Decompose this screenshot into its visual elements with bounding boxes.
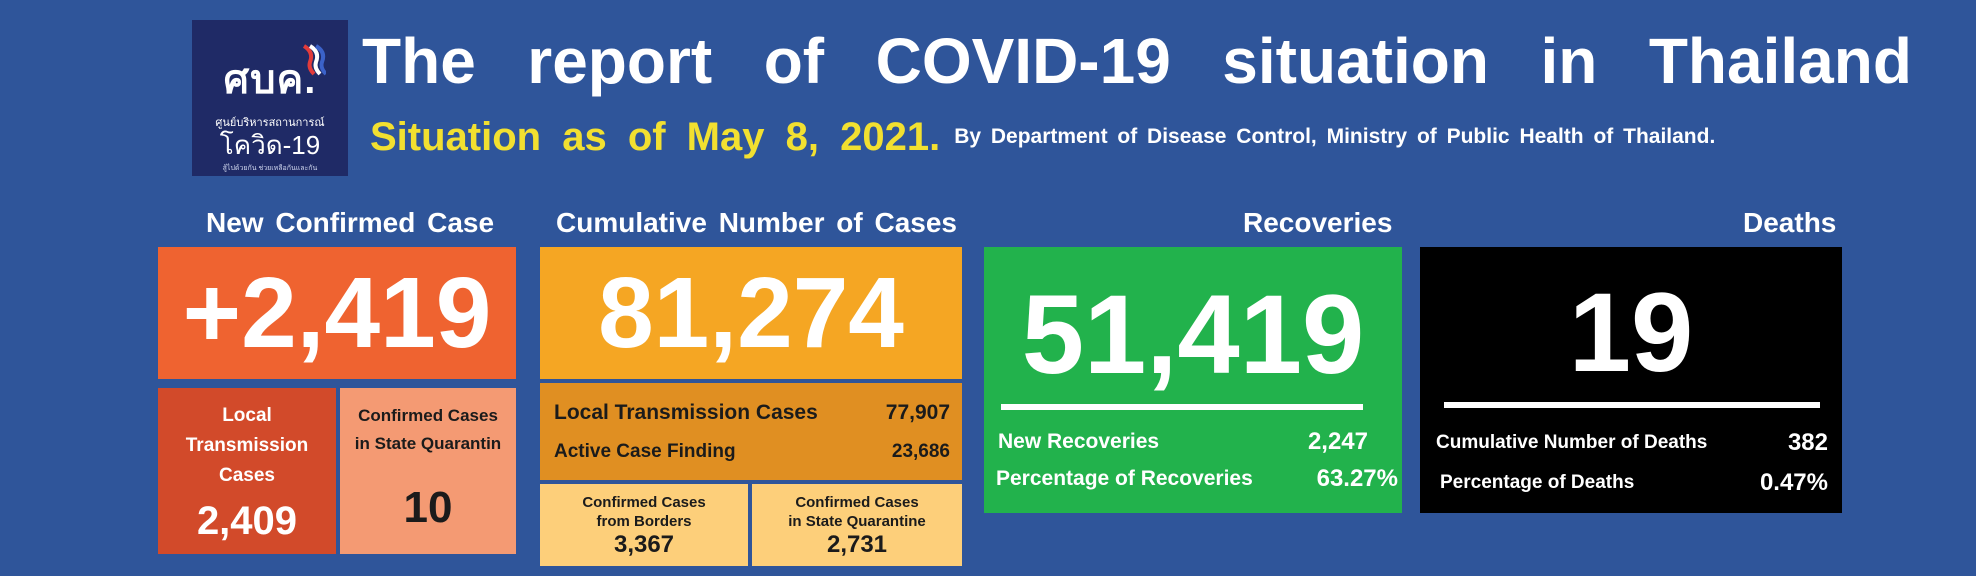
- new-confirmed-box: +2,419: [158, 247, 516, 379]
- cumulative-detail-box: Local Transmission Cases 77,907 Active C…: [540, 383, 962, 480]
- local-transmission-row: Local Transmission Cases 77,907: [554, 397, 950, 429]
- ccsa-logo: ศบค. ศูนย์บริหารสถานการณ์ โควิด-19 สู้ไป…: [192, 20, 348, 176]
- title-word: in: [1540, 25, 1598, 97]
- percentage-recoveries-row: Percentage of Recoveries 63.27%: [996, 463, 1398, 495]
- borders-box: Confirmed Cases from Borders 3,367: [540, 484, 748, 566]
- label-line: Cases: [219, 465, 275, 486]
- local-transmission-value: 2,409: [196, 499, 298, 543]
- label-line: in State Quarantin: [354, 434, 502, 453]
- label-line: Confirmed Cases: [358, 406, 498, 425]
- cumulative-value: 81,274: [598, 257, 904, 369]
- row-label: Percentage of Deaths: [1440, 472, 1635, 493]
- state-quarantine-value: 10: [403, 483, 453, 532]
- cumulative-box: 81,274: [540, 247, 962, 379]
- page-title: The report of COVID-19 situation in Thai…: [362, 22, 1912, 100]
- deaths-value: 19: [1568, 270, 1694, 395]
- row-value: 0.47%: [1759, 469, 1828, 496]
- state-quarantine-cumulative-box: Confirmed Cases in State Quarantine 2,73…: [752, 484, 962, 566]
- row-value: 77,907: [885, 401, 950, 424]
- logo-line2: โควิด-19: [219, 129, 321, 160]
- state-quarantine-label: Confirmed Cases in State Quarantin: [355, 402, 501, 458]
- active-case-finding-row: Active Case Finding 23,686: [554, 435, 950, 469]
- borders-value: 3,367: [613, 531, 675, 558]
- logo-line1: ศูนย์บริหารสถานการณ์: [215, 116, 325, 129]
- recoveries-value: 51,419: [1021, 272, 1365, 397]
- cumulative-deaths-row: Cumulative Number of Deaths 382: [1436, 427, 1828, 459]
- source-credit: By Department of Disease Control, Minist…: [954, 125, 1716, 148]
- deaths-divider: [1444, 402, 1820, 408]
- row-label: Active Case Finding: [554, 441, 736, 462]
- label-line: in State Quarantine: [788, 513, 926, 530]
- logo-line3: สู้ไปด้วยกัน ช่วยเหลือกันและกัน: [222, 164, 318, 172]
- row-value: 23,686: [891, 441, 950, 462]
- label-line: from Borders: [596, 513, 692, 530]
- deaths-box: 19 Cumulative Number of Deaths 382 Perce…: [1420, 247, 1842, 513]
- thai-flag-ribbon-icon: [302, 44, 326, 76]
- row-label: Local Transmission Cases: [554, 401, 818, 424]
- new-recoveries-row: New Recoveries 2,247: [998, 427, 1368, 457]
- local-transmission-box: Local Transmission Cases 2,409: [158, 388, 336, 554]
- label-line: Local: [222, 405, 272, 426]
- situation-date: Situation as of May 8, 2021.: [370, 114, 941, 159]
- row-value: 2,247: [1307, 428, 1368, 455]
- state-quarantine-box: Confirmed Cases in State Quarantin 10: [340, 388, 516, 554]
- state-quarantine-cumulative-value: 2,731: [826, 531, 888, 558]
- new-confirmed-value: +2,419: [182, 257, 492, 369]
- title-word: of: [763, 25, 825, 97]
- recoveries-heading: Recoveries: [1243, 207, 1393, 238]
- recoveries-box: 51,419 New Recoveries 2,247 Percentage o…: [984, 247, 1402, 513]
- percentage-deaths-row: Percentage of Deaths 0.47%: [1440, 467, 1828, 499]
- label-line: Confirmed Cases: [795, 494, 919, 511]
- label-line: Confirmed Cases: [582, 494, 706, 511]
- row-value: 382: [1787, 429, 1828, 456]
- title-word: situation: [1222, 25, 1489, 97]
- recoveries-divider: [1001, 404, 1363, 410]
- title-word: Thailand: [1648, 25, 1912, 97]
- title-word: COVID-19: [875, 25, 1171, 97]
- label-line: Transmission: [185, 435, 309, 456]
- row-label: Percentage of Recoveries: [996, 467, 1253, 490]
- row-label: Cumulative Number of Deaths: [1436, 432, 1708, 453]
- borders-label: Confirmed Cases from Borders: [582, 493, 705, 531]
- new-confirmed-heading: New Confirmed Case: [206, 207, 495, 238]
- title-word: The: [362, 25, 476, 97]
- title-word: report: [527, 25, 713, 97]
- deaths-heading: Deaths: [1743, 207, 1837, 238]
- local-transmission-label: Local Transmission Cases: [186, 401, 309, 491]
- subtitle: Situation as of May 8, 2021. By Departme…: [370, 112, 1715, 162]
- state-quarantine-cumulative-label: Confirmed Cases in State Quarantine: [788, 493, 926, 531]
- row-label: New Recoveries: [998, 430, 1160, 453]
- row-value: 63.27%: [1316, 465, 1398, 492]
- cumulative-heading: Cumulative Number of Cases: [556, 207, 957, 238]
- logo-mark: ศบค.: [223, 57, 317, 102]
